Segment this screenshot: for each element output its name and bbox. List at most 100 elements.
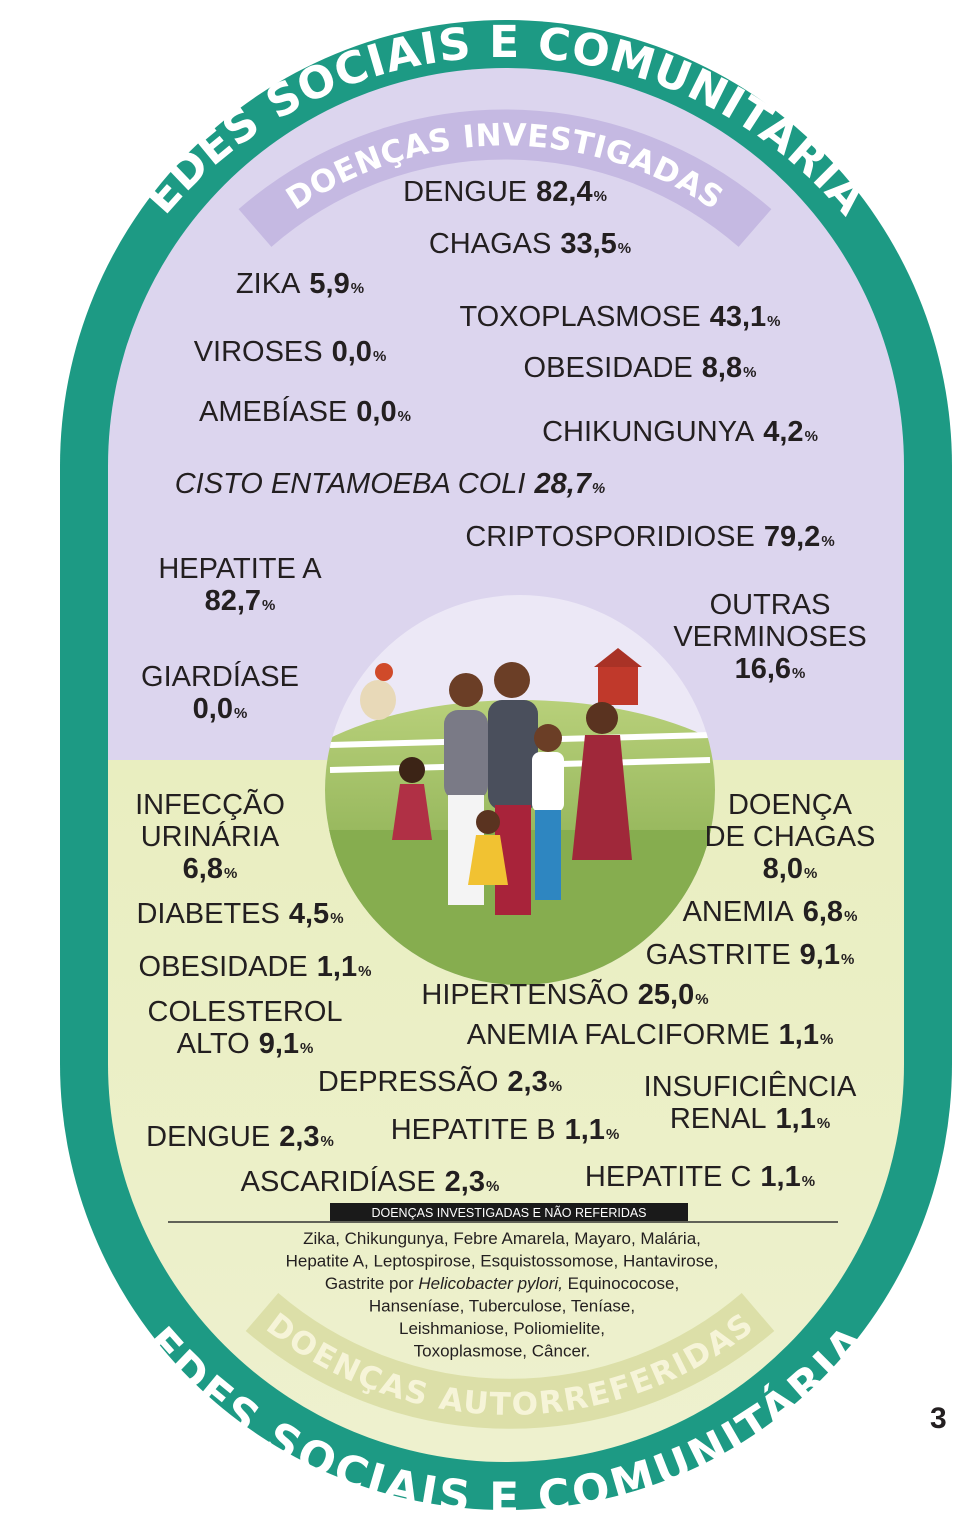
disease-value: 79,2 bbox=[764, 521, 820, 553]
disease-name: COLESTEROL bbox=[148, 996, 343, 1028]
disease-name: VERMINOSES bbox=[673, 621, 866, 653]
disease-name: ALTO bbox=[177, 1028, 250, 1060]
disease-name: CHAGAS bbox=[429, 228, 551, 260]
disease-unit: % bbox=[224, 865, 237, 882]
disease-value: 33,5 bbox=[560, 228, 616, 260]
person-legs bbox=[535, 810, 561, 900]
list-segment: Hanseníase, Tuberculose, Teníase, bbox=[369, 1297, 635, 1316]
list-segment: Gastrite por bbox=[325, 1274, 419, 1293]
disease-name: GIARDÍASE bbox=[141, 660, 299, 693]
disease-value: 0,0 bbox=[193, 693, 233, 725]
person-head bbox=[586, 702, 618, 734]
disease-name: URINÁRIA bbox=[141, 820, 280, 853]
disease-unit: % bbox=[844, 908, 857, 925]
disease-value: 6,8 bbox=[803, 896, 843, 928]
disease-name: DENGUE bbox=[403, 176, 527, 208]
list-segment: Equinococose, bbox=[563, 1274, 679, 1293]
disease-value: 4,2 bbox=[763, 416, 803, 448]
disease-unit: % bbox=[792, 665, 805, 682]
barn bbox=[598, 665, 638, 705]
disease-unit: % bbox=[549, 1078, 562, 1095]
list-line: Hepatite A, Leptospirose, Esquistossomos… bbox=[286, 1252, 719, 1271]
disease-name: ANEMIA bbox=[683, 896, 795, 928]
disease-name: ANEMIA FALCIFORME bbox=[467, 1019, 770, 1051]
rooster-head bbox=[375, 663, 393, 681]
disease-value: 6,8 bbox=[183, 853, 223, 885]
disease-name: GASTRITE bbox=[646, 939, 791, 971]
disease-unit: % bbox=[618, 240, 631, 257]
disease-label: DIABETES4,5% bbox=[136, 898, 343, 930]
disease-name: HEPATITE A bbox=[158, 553, 322, 585]
disease-unit: % bbox=[373, 348, 386, 365]
disease-unit: % bbox=[805, 428, 818, 445]
disease-unit: % bbox=[841, 951, 854, 968]
disease-name: OBESIDADE bbox=[524, 352, 693, 384]
disease-unit: % bbox=[262, 597, 275, 614]
disease-name: DEPRESSÃO bbox=[318, 1064, 499, 1098]
page-number: 3 bbox=[930, 1402, 947, 1435]
disease-unit: % bbox=[695, 991, 708, 1008]
list-segment: Zika, Chikungunya, Febre Amarela, Mayaro… bbox=[303, 1229, 701, 1248]
disease-value: 8,0 bbox=[763, 853, 803, 885]
person-head bbox=[399, 757, 425, 783]
disease-value: 0,0 bbox=[332, 336, 372, 368]
infographic: REDES SOCIAIS E COMUNITÁRIAS DOENÇAS INV… bbox=[0, 0, 963, 1515]
disease-value: 2,3 bbox=[279, 1121, 319, 1153]
disease-value: 1,1 bbox=[317, 951, 357, 983]
disease-label: TOXOPLASMOSE 43,1% bbox=[459, 301, 780, 333]
disease-value: 82,7 bbox=[205, 585, 261, 617]
disease-label: CRIPTOSPORIDIOSE 79,2% bbox=[465, 521, 834, 553]
disease-value: 9,1 bbox=[800, 939, 840, 971]
disease-unit: % bbox=[743, 364, 756, 381]
disease-value: 8,8 bbox=[702, 352, 742, 384]
list-line: Leishmaniose, Poliomielite, bbox=[399, 1319, 605, 1338]
disease-label: ANEMIA6,8% bbox=[683, 896, 858, 928]
disease-name: ASCARIDÍASE bbox=[241, 1165, 436, 1198]
disease-name: DENGUE bbox=[146, 1121, 270, 1153]
disease-value: 1,1 bbox=[776, 1103, 816, 1135]
disease-name: OUTRAS bbox=[710, 589, 831, 621]
disease-unit: % bbox=[767, 313, 780, 330]
disease-value: 1,1 bbox=[760, 1161, 800, 1193]
disease-label: GASTRITE 9,1% bbox=[646, 939, 855, 971]
disease-name: ZIKA bbox=[236, 268, 301, 300]
disease-value: 16,6 bbox=[735, 653, 791, 685]
disease-name: INFECÇÃO bbox=[135, 787, 285, 821]
disease-value: 2,3 bbox=[445, 1166, 485, 1198]
person-head bbox=[476, 810, 500, 834]
disease-name: CRIPTOSPORIDIOSE bbox=[465, 521, 755, 553]
list-segment: Toxoplasmose, Câncer. bbox=[414, 1342, 591, 1361]
disease-name: HEPATITE B bbox=[391, 1114, 556, 1146]
person-body bbox=[532, 752, 564, 812]
disease-name: TOXOPLASMOSE bbox=[459, 301, 700, 333]
list-segment: Hepatite A, Leptospirose, Esquistossomos… bbox=[286, 1252, 719, 1271]
disease-value: 43,1 bbox=[710, 301, 766, 333]
disease-label: ANEMIA FALCIFORME1,1% bbox=[467, 1019, 834, 1051]
disease-name: CHIKUNGUNYA bbox=[542, 416, 755, 448]
disease-label: OBESIDADE 1,1% bbox=[139, 951, 372, 983]
disease-name: HIPERTENSÃO bbox=[421, 977, 628, 1011]
disease-unit: % bbox=[820, 1031, 833, 1048]
disease-unit: % bbox=[592, 480, 605, 497]
disease-value: 5,9 bbox=[309, 268, 349, 300]
disease-unit: % bbox=[817, 1115, 830, 1132]
disease-unit: % bbox=[802, 1173, 815, 1190]
disease-value: 2,3 bbox=[507, 1066, 547, 1098]
list-line: Toxoplasmose, Câncer. bbox=[414, 1342, 591, 1361]
disease-unit: % bbox=[330, 910, 343, 927]
disease-unit: % bbox=[821, 533, 834, 550]
rooster-body bbox=[360, 680, 396, 720]
list-line: Hanseníase, Tuberculose, Teníase, bbox=[369, 1297, 635, 1316]
disease-unit: % bbox=[358, 963, 371, 980]
person-body bbox=[444, 710, 488, 800]
disease-name: OBESIDADE bbox=[139, 951, 308, 983]
